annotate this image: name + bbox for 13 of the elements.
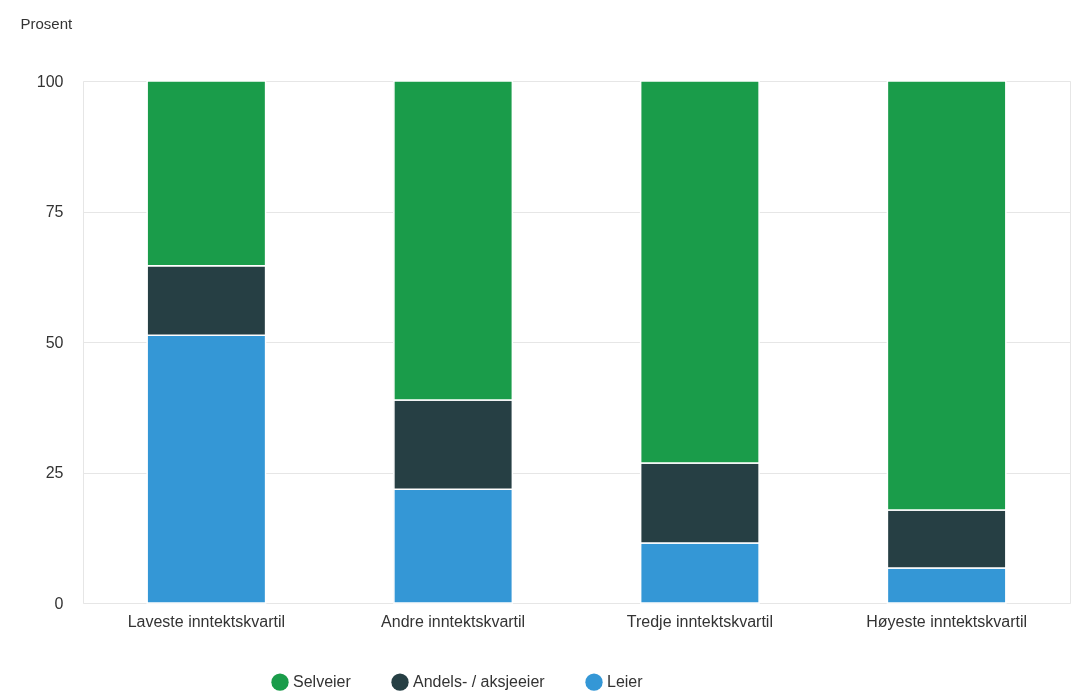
y-axis-title: Prosent [20, 14, 74, 32]
y-tick-label: 0 [54, 594, 64, 612]
y-tick-label: 25 [45, 464, 64, 481]
y-tick-label: 75 [45, 203, 64, 220]
x-tick-label: Høyeste inntektskvartil [866, 612, 1028, 630]
legend-label: Andels- / aksjeeier [413, 673, 546, 691]
legend-label: Selveier [293, 673, 352, 691]
x-tick-label: Laveste inntektskvartil [127, 612, 286, 630]
y-tick-label: 50 [45, 333, 64, 351]
x-tick-label: Andre inntektskvartil [381, 612, 526, 630]
y-tick-label: 100 [36, 72, 64, 90]
legend-label: Leier [607, 673, 644, 691]
x-tick-label: Tredje inntektskvartil [626, 612, 773, 630]
